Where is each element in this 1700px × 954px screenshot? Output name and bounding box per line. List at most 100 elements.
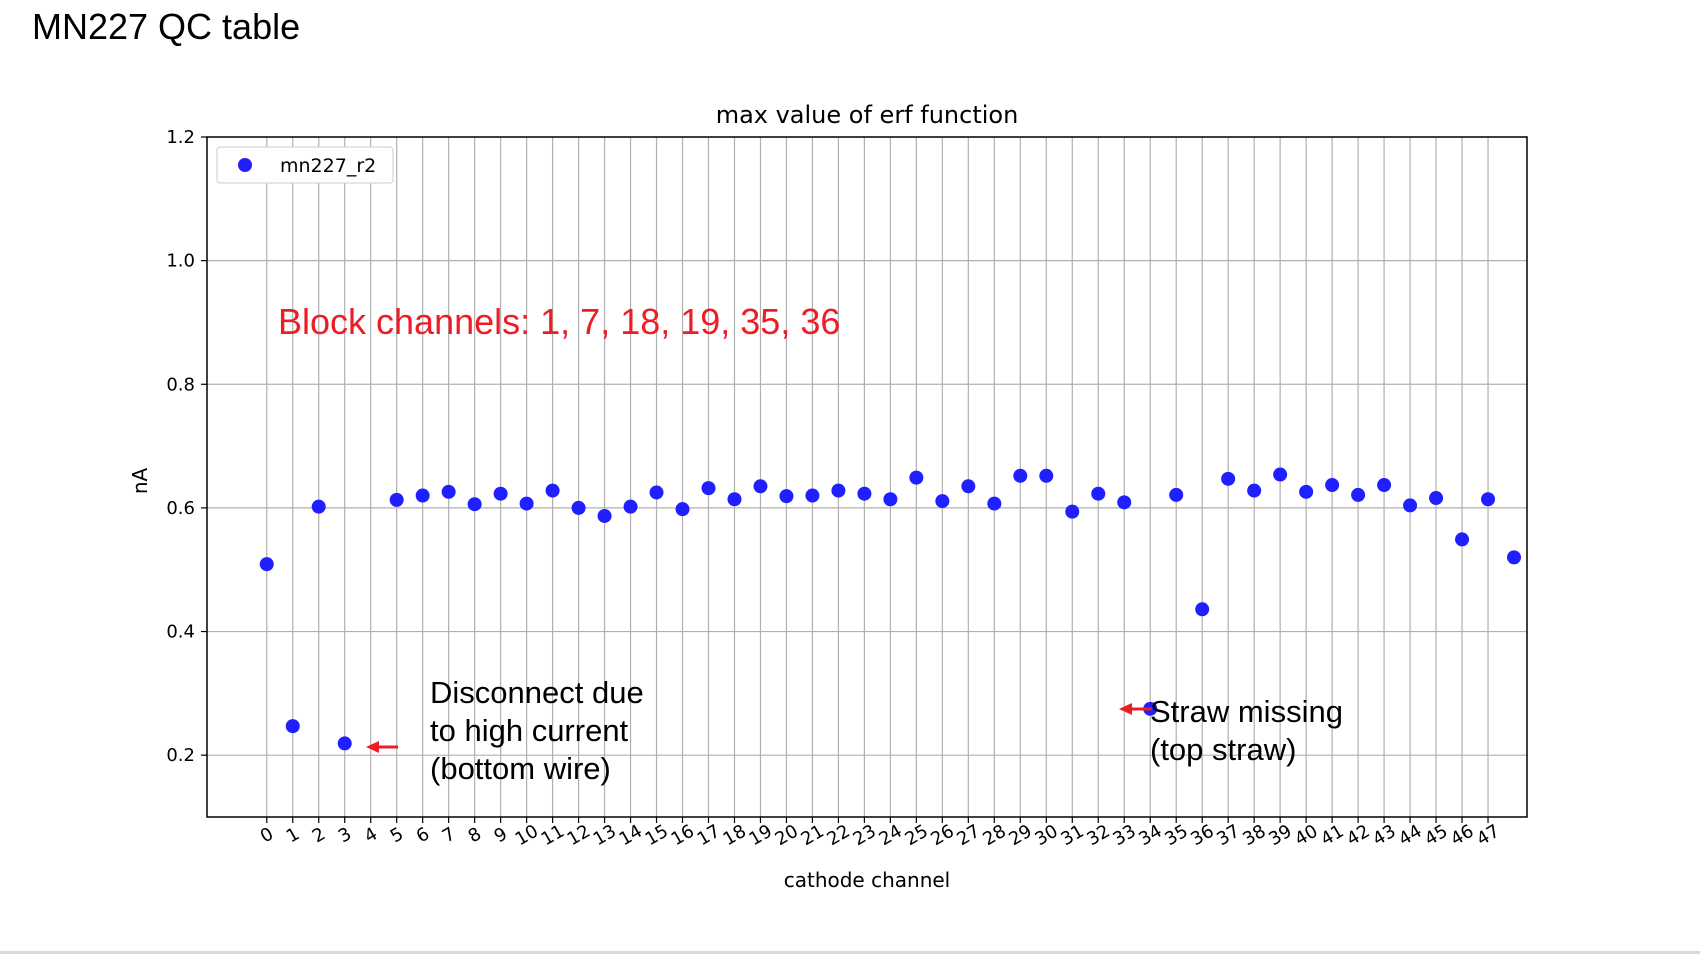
x-tick-label-17: 17: [694, 821, 724, 851]
x-axis-ticks: 0 1 2 3 4 5 6 7 8 9 101112131415161718192021222324…: [257, 817, 1503, 851]
data-point-0-45: [1455, 532, 1470, 547]
data-point-0-42: [1377, 478, 1392, 493]
x-tick-label-31: 31: [1057, 821, 1087, 851]
data-point-0-32: [1117, 495, 1132, 510]
x-tick-label-23: 23: [849, 821, 879, 851]
legend-label: mn227_r2: [280, 155, 376, 177]
straw-missing-arrow: [1119, 703, 1152, 715]
data-point-0-35: [1195, 602, 1210, 617]
data-point-0-18: [753, 479, 768, 494]
disconnect-arrow: [366, 741, 398, 753]
x-tick-label-25: 25: [901, 821, 931, 851]
data-point-0-46: [1481, 492, 1496, 507]
x-tick-label-39: 39: [1265, 821, 1295, 851]
x-tick-label-45: 45: [1421, 821, 1451, 851]
y-axis-label: nA: [128, 468, 152, 495]
y-tick-label-1: 0.4: [166, 622, 195, 643]
disconnect-note-line-1: Disconnect due: [430, 675, 644, 710]
data-point-0-14: [649, 485, 664, 500]
disconnect-annotation: Disconnect due to high current (bottom w…: [430, 675, 644, 786]
disconnect-note-line-3: (bottom wire): [430, 751, 611, 786]
data-point-0-10: [545, 483, 560, 498]
x-tick-label-33: 33: [1109, 821, 1139, 851]
x-tick-label-18: 18: [720, 821, 750, 851]
x-tick-label-40: 40: [1291, 821, 1321, 851]
data-point-0-3: [337, 736, 352, 751]
data-point-0-6: [441, 484, 456, 499]
x-tick-label-22: 22: [823, 821, 853, 851]
straw-missing-note-line-1: Straw missing: [1150, 694, 1343, 729]
data-point-0-17: [727, 492, 742, 507]
x-tick-label-20: 20: [772, 821, 802, 851]
x-tick-label-8: 8: [465, 823, 485, 847]
x-tick-label-15: 15: [642, 821, 672, 851]
data-point-0-7: [467, 497, 482, 512]
data-point-0-27: [987, 496, 1002, 511]
data-point-0-13: [623, 499, 638, 514]
data-point-0-2: [311, 499, 326, 514]
legend-box: [216, 146, 394, 184]
x-tick-label-42: 42: [1343, 821, 1373, 851]
data-point-0-4: [389, 492, 404, 507]
data-point-0-38: [1273, 467, 1288, 482]
x-tick-label-32: 32: [1083, 821, 1113, 851]
data-point-0-8: [493, 486, 508, 501]
y-tick-label-5: 1.2: [166, 127, 195, 148]
grid-lines: [207, 137, 1527, 817]
data-point-0-22: [857, 486, 872, 501]
y-tick-label-4: 1.0: [166, 251, 195, 272]
data-point-0-34: [1169, 487, 1184, 502]
data-point-0-15: [675, 502, 690, 517]
y-axis-ticks: 0.2 0.4 0.6 0.8 1.0 1.2: [166, 127, 207, 766]
data-point-0-39: [1299, 484, 1314, 499]
x-tick-label-13: 13: [590, 821, 620, 851]
x-tick-label-27: 27: [953, 821, 983, 851]
data-point-0-1: [285, 719, 300, 734]
x-tick-label-46: 46: [1447, 821, 1477, 851]
data-point-0-19: [779, 489, 794, 504]
x-tick-label-7: 7: [439, 823, 459, 847]
y-tick-label-3: 0.8: [166, 374, 195, 395]
data-point-0-47: [1507, 550, 1522, 565]
legend-marker: [238, 158, 252, 172]
y-tick-label-2: 0.6: [166, 498, 195, 519]
data-point-0-28: [1013, 468, 1028, 483]
x-tick-label-5: 5: [387, 823, 407, 847]
data-point-0-9: [519, 496, 534, 511]
legend: mn227_r2: [216, 146, 394, 184]
data-point-0-16: [701, 481, 716, 496]
data-point-0-20: [805, 488, 820, 503]
slide-title: MN227 QC table: [32, 6, 301, 47]
disconnect-note-line-2: to high current: [430, 713, 629, 748]
x-tick-label-6: 6: [413, 823, 433, 847]
x-tick-label-16: 16: [668, 821, 698, 851]
x-tick-label-28: 28: [979, 821, 1009, 851]
x-tick-label-14: 14: [616, 821, 646, 851]
x-tick-label-0: 0: [257, 823, 277, 847]
x-tick-label-4: 4: [361, 823, 381, 847]
data-point-0-37: [1247, 483, 1262, 498]
data-point-0-29: [1039, 468, 1054, 483]
x-tick-label-26: 26: [927, 821, 957, 851]
block-channels-annotation: Block channels: 1, 7, 18, 19, 35, 36: [278, 301, 840, 342]
data-point-0-30: [1065, 504, 1080, 519]
data-point-0-21: [831, 483, 846, 498]
data-point-0-25: [935, 494, 950, 509]
data-point-0-23: [883, 492, 898, 507]
x-tick-label-47: 47: [1473, 821, 1503, 851]
x-tick-label-34: 34: [1135, 821, 1165, 851]
x-tick-label-9: 9: [491, 823, 511, 847]
straw-missing-note-line-2: (top straw): [1150, 732, 1296, 767]
data-point-0-24: [909, 470, 924, 485]
x-tick-label-12: 12: [564, 821, 594, 851]
data-point-0-41: [1351, 487, 1366, 502]
x-tick-label-19: 19: [746, 821, 776, 851]
x-tick-label-35: 35: [1161, 821, 1191, 851]
x-tick-label-44: 44: [1395, 821, 1425, 851]
data-point-0-11: [571, 500, 586, 515]
data-point-0-40: [1325, 478, 1340, 493]
x-tick-label-37: 37: [1213, 821, 1243, 851]
data-point-0-44: [1429, 491, 1444, 506]
data-point-0-0: [259, 557, 274, 572]
